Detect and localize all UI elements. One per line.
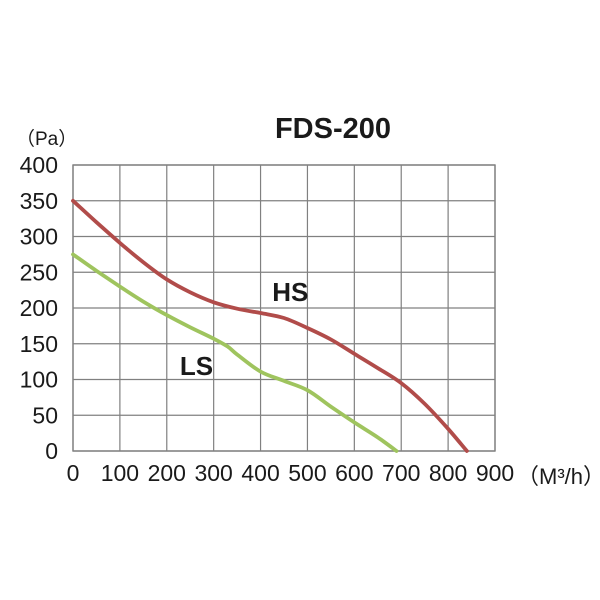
x-tick-label: 0 <box>67 460 80 486</box>
series-label-hs: HS <box>272 277 308 307</box>
x-tick-label: 600 <box>335 460 373 486</box>
y-axis-unit-label: （Pa） <box>16 129 78 150</box>
y-tick-label: 200 <box>20 295 58 321</box>
x-tick-label: 800 <box>429 460 467 486</box>
y-tick-label: 250 <box>20 259 58 285</box>
y-tick-label: 100 <box>20 367 58 393</box>
y-tick-label: 400 <box>20 152 58 178</box>
x-axis-unit-label: （M³/h） <box>517 464 600 489</box>
x-tick-label: 700 <box>382 460 420 486</box>
x-tick-label: 500 <box>288 460 326 486</box>
plot-border <box>72 164 496 452</box>
y-tick-label: 150 <box>20 331 58 357</box>
series-label-ls: LS <box>180 351 213 381</box>
x-tick-label: 900 <box>476 460 514 486</box>
series-curve-ls <box>71 252 399 453</box>
x-tick-label: 100 <box>101 460 139 486</box>
y-tick-label: 300 <box>20 224 58 250</box>
series-curve-hs <box>71 198 469 453</box>
x-tick-label: 300 <box>194 460 232 486</box>
y-tick-label: 50 <box>32 402 58 428</box>
y-tick-label: 350 <box>20 188 58 214</box>
x-tick-label: 200 <box>148 460 186 486</box>
x-tick-label: 400 <box>241 460 279 486</box>
chart-title: FDS-200 <box>274 113 392 145</box>
y-tick-label: 0 <box>45 438 58 464</box>
